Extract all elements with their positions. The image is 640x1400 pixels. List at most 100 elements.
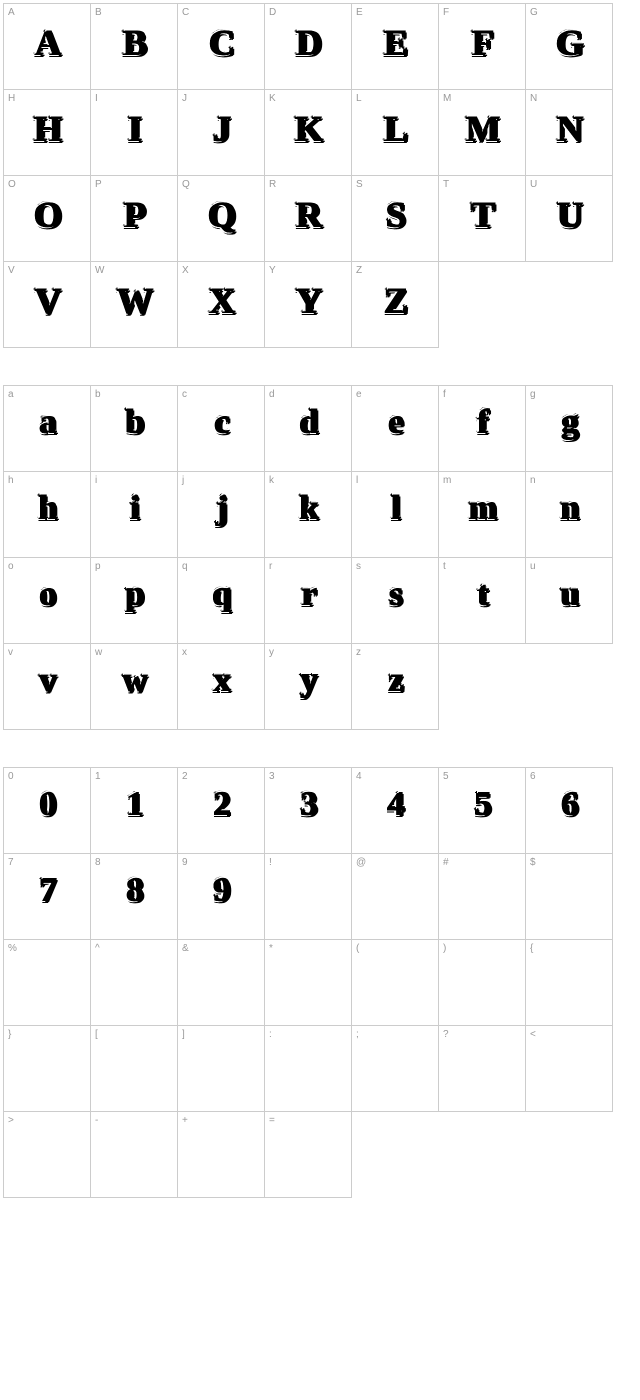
glyph-cell[interactable]: PP xyxy=(90,175,178,262)
glyph-display: i xyxy=(91,490,177,528)
glyph-cell[interactable]: ss xyxy=(351,557,439,644)
glyph-cell[interactable]: FF xyxy=(438,3,526,90)
glyph-cell[interactable]: BB xyxy=(90,3,178,90)
cell-label: @ xyxy=(356,857,366,868)
glyph-cell[interactable]: -- xyxy=(90,1111,178,1198)
glyph-cell[interactable]: ZZ xyxy=(351,261,439,348)
cell-label: z xyxy=(356,647,361,658)
glyph-cell[interactable]: 66 xyxy=(525,767,613,854)
glyph-cell[interactable]: II xyxy=(90,89,178,176)
glyph-cell[interactable]: DD xyxy=(264,3,352,90)
glyph-cell[interactable]: ii xyxy=(90,471,178,558)
glyph-cell[interactable]: ff xyxy=(438,385,526,472)
glyph-cell[interactable]: GG xyxy=(525,3,613,90)
glyph-cell[interactable]: YY xyxy=(264,261,352,348)
glyph-cell[interactable]: nn xyxy=(525,471,613,558)
glyph-cell[interactable]: && xyxy=(177,939,265,1026)
glyph-display: t xyxy=(439,576,525,614)
glyph-cell[interactable]: EE xyxy=(351,3,439,90)
glyph-cell[interactable]: $$ xyxy=(525,853,613,940)
glyph-cell[interactable]: ^^ xyxy=(90,939,178,1026)
glyph-cell[interactable]: UU xyxy=(525,175,613,262)
glyph-char: 6 xyxy=(561,786,578,824)
cell-label: t xyxy=(443,561,446,572)
glyph-cell[interactable]: ** xyxy=(264,939,352,1026)
glyph-display: h xyxy=(4,490,90,528)
glyph-cell[interactable]: ll xyxy=(351,471,439,558)
glyph-cell[interactable]: zz xyxy=(351,643,439,730)
glyph-cell[interactable]: 00 xyxy=(3,767,91,854)
glyph-char: v xyxy=(39,662,56,700)
glyph-cell[interactable]: xx xyxy=(177,643,265,730)
glyph-display: w xyxy=(91,662,177,700)
glyph-cell[interactable]: 77 xyxy=(3,853,91,940)
glyph-cell[interactable]: cc xyxy=(177,385,265,472)
glyph-cell[interactable]: ww xyxy=(90,643,178,730)
character-map-root: AABBCCDDEEFFGG HHIIJJKKLLMMNN OOPPQQRRSSTT… xyxy=(4,4,636,1198)
glyph-display: L xyxy=(352,108,438,150)
glyph-cell[interactable]: 33 xyxy=(264,767,352,854)
glyph-cell[interactable]: VV xyxy=(3,261,91,348)
glyph-cell[interactable]: yy xyxy=(264,643,352,730)
glyph-cell[interactable]: %% xyxy=(3,939,91,1026)
glyph-cell[interactable]: RR xyxy=(264,175,352,262)
glyph-cell[interactable]: 55 xyxy=(438,767,526,854)
glyph-cell[interactable]: {{ xyxy=(525,939,613,1026)
glyph-cell[interactable]: oo xyxy=(3,557,91,644)
glyph-cell[interactable]: pp xyxy=(90,557,178,644)
glyph-cell[interactable]: [[ xyxy=(90,1025,178,1112)
glyph-cell[interactable]: 22 xyxy=(177,767,265,854)
glyph-cell[interactable]: dd xyxy=(264,385,352,472)
glyph-cell[interactable]: MM xyxy=(438,89,526,176)
glyph-cell[interactable]: >> xyxy=(3,1111,91,1198)
glyph-cell[interactable]: ## xyxy=(438,853,526,940)
glyph-cell[interactable]: ee xyxy=(351,385,439,472)
glyph-cell[interactable]: CC xyxy=(177,3,265,90)
cell-label: Z xyxy=(356,265,362,276)
glyph-cell[interactable]: mm xyxy=(438,471,526,558)
glyph-cell[interactable]: bb xyxy=(90,385,178,472)
glyph-cell[interactable]: }} xyxy=(3,1025,91,1112)
glyph-cell[interactable]: @@ xyxy=(351,853,439,940)
glyph-cell[interactable]: == xyxy=(264,1111,352,1198)
glyph-cell[interactable]: HH xyxy=(3,89,91,176)
glyph-cell[interactable]: NN xyxy=(525,89,613,176)
glyph-cell[interactable]: qq xyxy=(177,557,265,644)
glyph-cell[interactable]: LL xyxy=(351,89,439,176)
cell-label: y xyxy=(269,647,274,658)
glyph-cell[interactable]: WW xyxy=(90,261,178,348)
glyph-cell[interactable]: 11 xyxy=(90,767,178,854)
glyph-cell[interactable]: :: xyxy=(264,1025,352,1112)
glyph-cell[interactable]: uu xyxy=(525,557,613,644)
glyph-cell[interactable]: jj xyxy=(177,471,265,558)
glyph-cell[interactable]: QQ xyxy=(177,175,265,262)
glyph-cell[interactable]: TT xyxy=(438,175,526,262)
glyph-cell[interactable]: hh xyxy=(3,471,91,558)
glyph-cell[interactable]: ]] xyxy=(177,1025,265,1112)
glyph-cell[interactable]: gg xyxy=(525,385,613,472)
glyph-cell[interactable]: rr xyxy=(264,557,352,644)
glyph-cell[interactable]: << xyxy=(525,1025,613,1112)
glyph-cell[interactable]: 44 xyxy=(351,767,439,854)
glyph-cell[interactable]: ++ xyxy=(177,1111,265,1198)
glyph-cell[interactable]: SS xyxy=(351,175,439,262)
cell-label: N xyxy=(530,93,537,104)
glyph-cell[interactable]: tt xyxy=(438,557,526,644)
glyph-cell[interactable]: XX xyxy=(177,261,265,348)
glyph-cell[interactable]: ?? xyxy=(438,1025,526,1112)
glyph-cell[interactable]: AA xyxy=(3,3,91,90)
glyph-cell[interactable]: vv xyxy=(3,643,91,730)
glyph-cell[interactable]: 99 xyxy=(177,853,265,940)
glyph-cell[interactable]: aa xyxy=(3,385,91,472)
glyph-cell[interactable]: KK xyxy=(264,89,352,176)
glyph-display: K xyxy=(265,108,351,150)
glyph-cell[interactable]: (( xyxy=(351,939,439,1026)
glyph-cell[interactable]: ;; xyxy=(351,1025,439,1112)
glyph-cell[interactable]: JJ xyxy=(177,89,265,176)
glyph-display: A xyxy=(4,22,90,64)
glyph-cell[interactable]: )) xyxy=(438,939,526,1026)
glyph-cell[interactable]: OO xyxy=(3,175,91,262)
glyph-cell[interactable]: !! xyxy=(264,853,352,940)
glyph-cell[interactable]: kk xyxy=(264,471,352,558)
glyph-cell[interactable]: 88 xyxy=(90,853,178,940)
